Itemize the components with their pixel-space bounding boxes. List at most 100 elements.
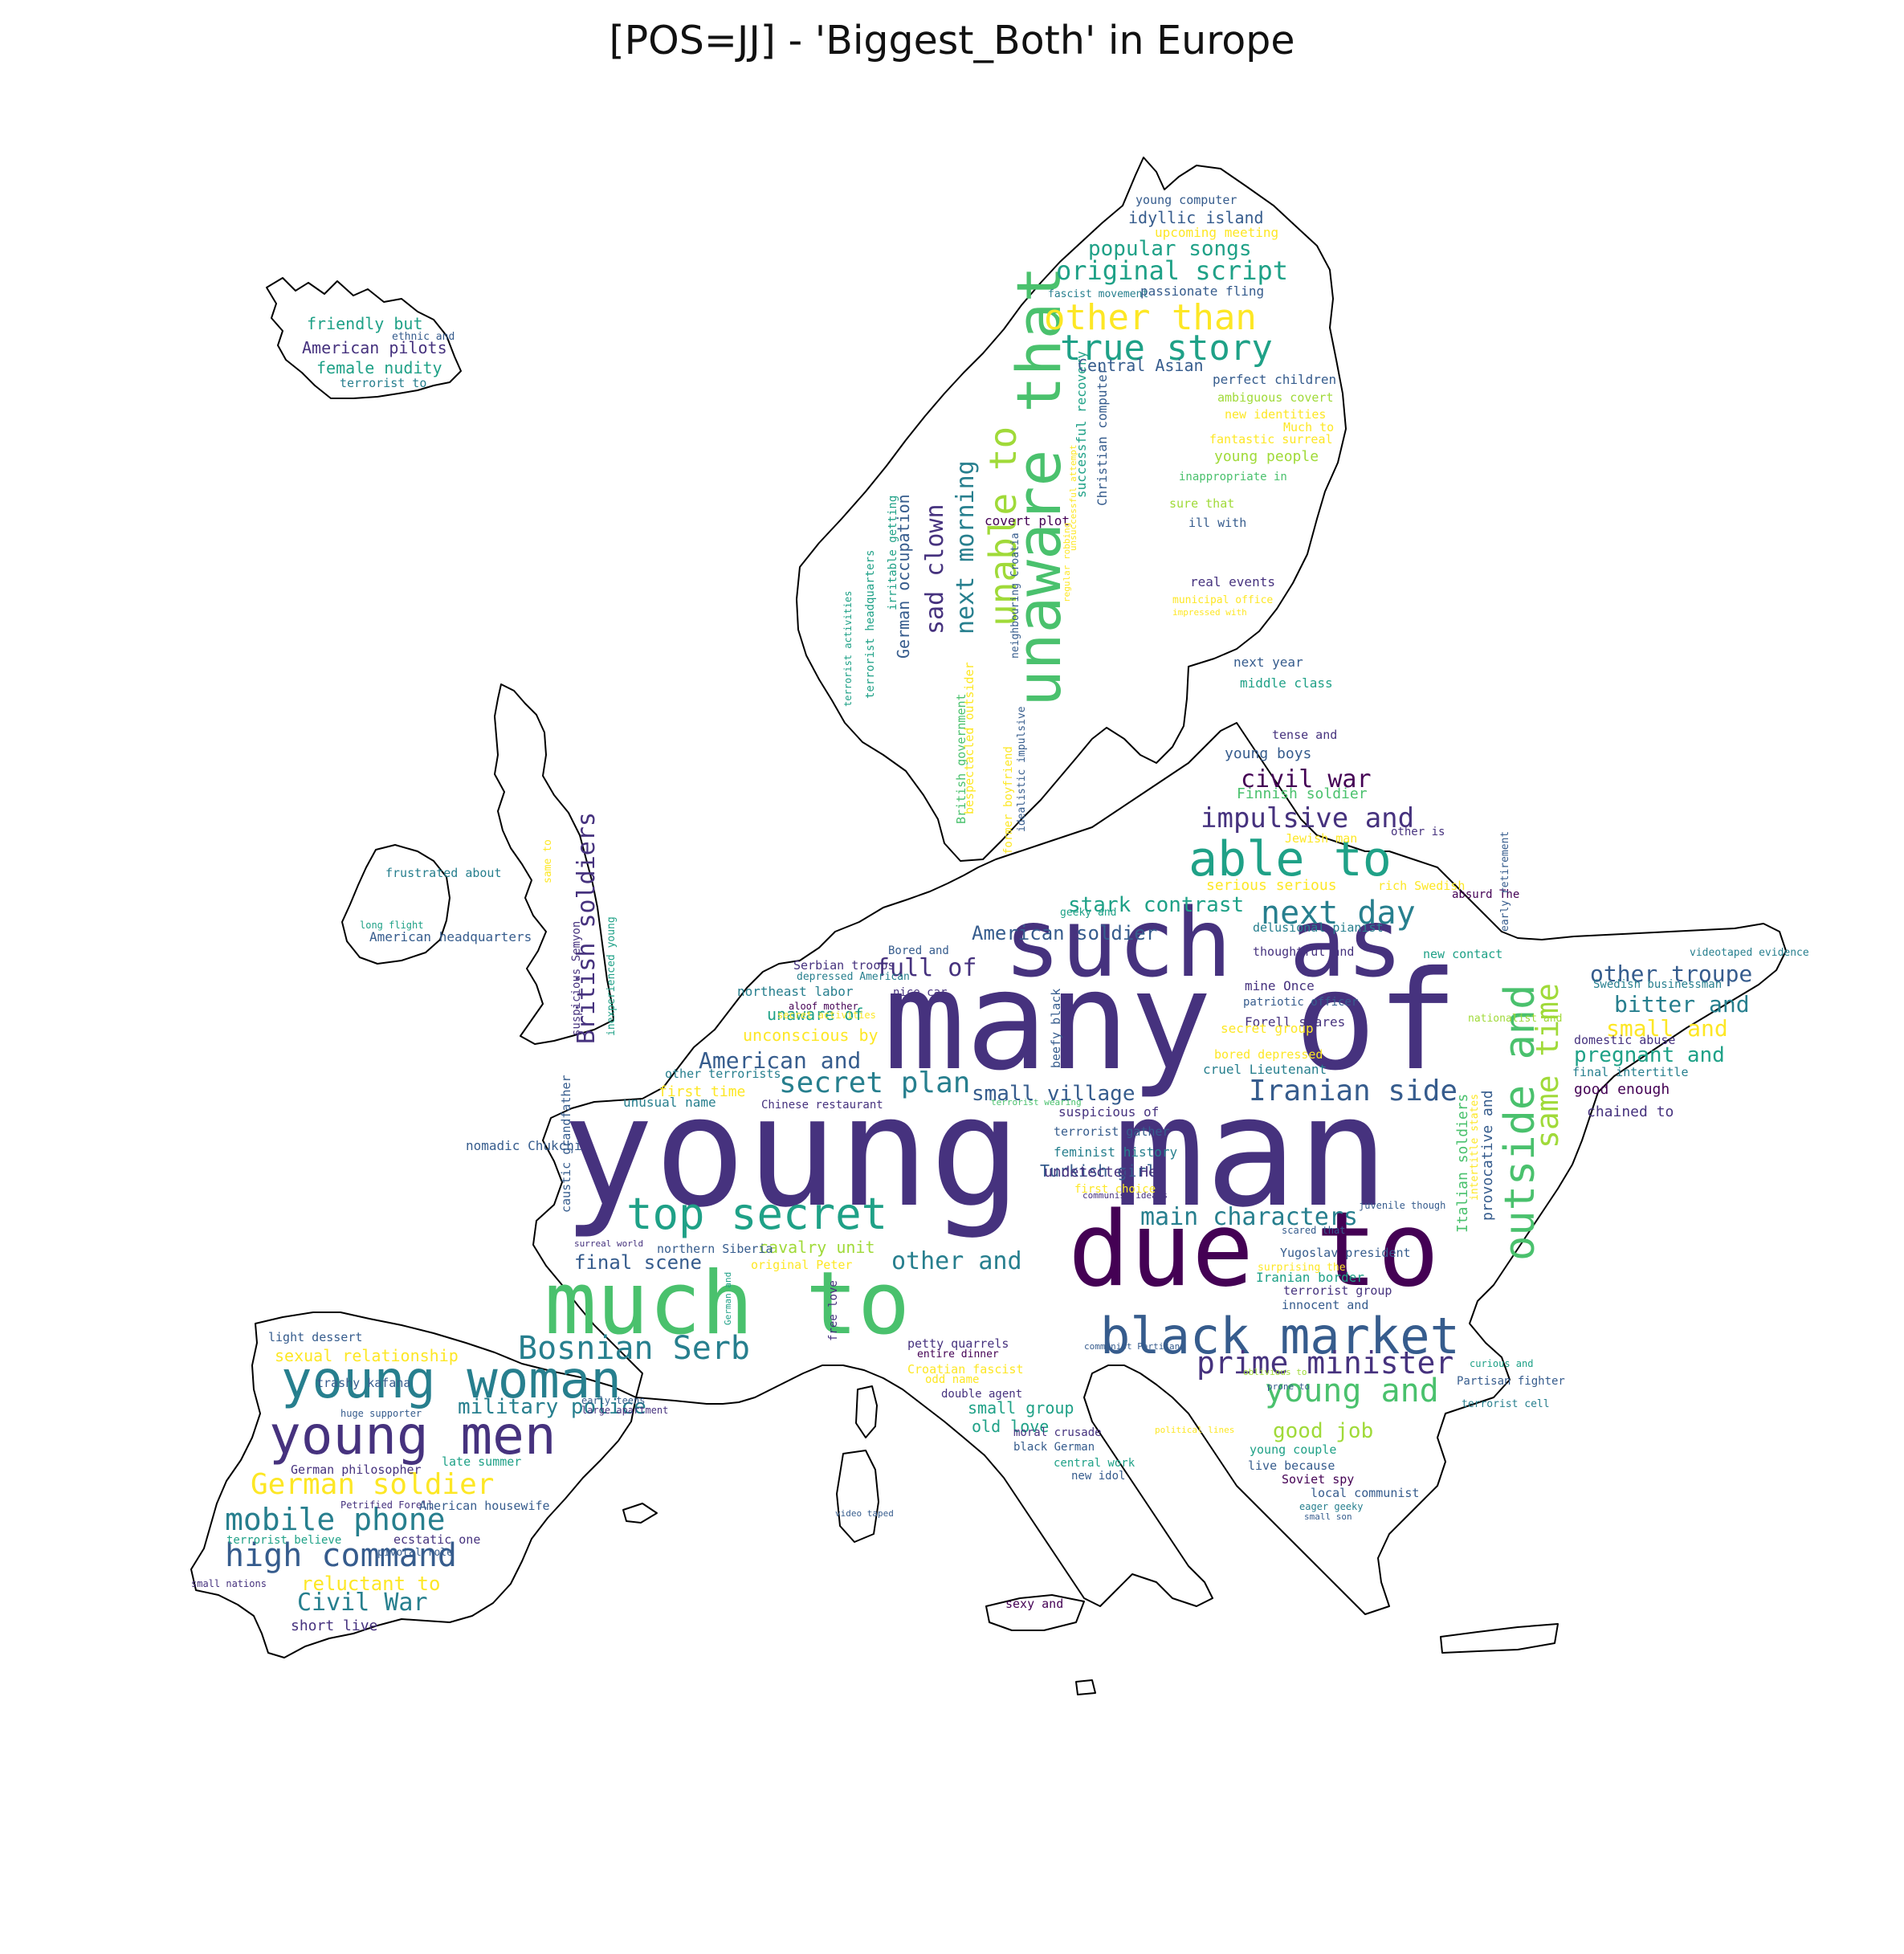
word-odd-name: odd name (925, 1373, 979, 1386)
word-small-group: small group (968, 1398, 1074, 1418)
word-much-to: Much to (1283, 420, 1334, 434)
word-finnish-soldier: Finnish soldier (1237, 785, 1368, 802)
word-cavalry-unit: cavalry unit (759, 1238, 875, 1257)
word-idealistic-impulsive: idealistic impulsive (1016, 706, 1028, 832)
word-american-and: American and (699, 1047, 861, 1074)
word-young-man: young man (562, 1063, 1389, 1241)
word-bored-and: Bored and (888, 944, 949, 957)
word-popular-songs: popular songs (1088, 237, 1252, 261)
word-terrorist-cell: terrorist cell (1462, 1398, 1550, 1410)
sicily-outline (985, 1594, 1085, 1631)
word-oblivious-to: oblivious to (1243, 1367, 1307, 1377)
word-suspicious-semyon: suspicious Semyon (570, 921, 583, 1036)
word-terrorist-activities: terrorist activities (842, 591, 854, 708)
word-terrorist-group: terrorist group (1283, 1283, 1392, 1298)
word-german-soldier: German soldier (251, 1468, 494, 1501)
word-black-market: black market (1100, 1307, 1460, 1365)
word-provocative-and: provocative and (1479, 1090, 1496, 1221)
word-small-village: small village (972, 1082, 1135, 1106)
word-main-characters: main characters (1140, 1203, 1358, 1231)
word-due-to: due to (1068, 1190, 1439, 1310)
word-unconscious-by: unconscious by (743, 1026, 879, 1045)
word-bosnian-serb: Bosnian Serb (518, 1330, 750, 1367)
word-british-soldiers: British soldiers (573, 812, 601, 1044)
word-caustic-grandfather: caustic grandfather (559, 1075, 573, 1213)
word-unaware-that: unaware that (1003, 266, 1074, 707)
word-cruel-lieutenant: cruel Lieutenant (1203, 1062, 1327, 1077)
sardinia-outline (836, 1450, 879, 1543)
balearic-outline (622, 1503, 658, 1524)
word-ill-with: ill with (1188, 516, 1246, 530)
word-same-to: same to (542, 839, 554, 883)
scandinavia-outline (796, 157, 1347, 862)
word-female-nudity: female nudity (316, 358, 442, 377)
word-new-idol: new idol (1071, 1470, 1125, 1483)
word-other-terrorists: other terrorists (665, 1067, 781, 1081)
word-patriotic-officer: patriotic officer (1243, 996, 1358, 1009)
word-christian-computer: Christian computer (1095, 366, 1110, 506)
word-terrorist-headquarters: terrorist headquarters (864, 550, 877, 699)
word-german-and: German and (723, 1272, 733, 1325)
word-civil-war: Civil War (297, 1589, 428, 1617)
word-passionate-fling: passionate fling (1140, 284, 1264, 299)
word-black-german: black German (1013, 1441, 1095, 1454)
word-trashy-kafana: trashy kafana (316, 1376, 410, 1390)
word-american-housewife: American housewife (419, 1499, 550, 1513)
word-terrorist-wearing: terrorist wearing (991, 1097, 1082, 1108)
great-britain-outline (494, 683, 614, 1045)
word-high-command: high command (225, 1537, 457, 1574)
word-successful-recovery: successful recovery (1074, 351, 1089, 498)
word-young-woman: young woman (281, 1351, 622, 1410)
word-upcoming-meeting: upcoming meeting (1155, 225, 1278, 240)
word-short-live: short live (291, 1617, 377, 1634)
chart-title: [POS=JJ] - 'Biggest_Both' in Europe (609, 18, 1295, 63)
word-central-work: central work (1054, 1457, 1135, 1470)
word-long-flight: long flight (360, 920, 423, 931)
word-italian-soldiers: Italian soldiers (1454, 1094, 1471, 1233)
word-military-police: military police (458, 1395, 646, 1419)
word-unaware-of: unaware of (767, 1005, 863, 1024)
word-first-time: first time (658, 1083, 745, 1100)
word-bitter-and: bitter and (1614, 991, 1750, 1018)
word-huge-supporter: huge supporter (340, 1408, 422, 1419)
word-aloof-mother: aloof mother (789, 1001, 858, 1012)
word-municipal-office: municipal office (1172, 594, 1273, 606)
word-american-pilots: American pilots (302, 338, 447, 357)
ireland-outline (341, 844, 451, 965)
word-same-time: same time (1530, 983, 1565, 1148)
word-rich-swedish: rich Swedish (1378, 879, 1465, 893)
word-sexual-relationship: sexual relationship (275, 1346, 459, 1365)
word-yugoslav-president: Yugoslav president (1280, 1246, 1411, 1260)
word-undetected-he: undetected He (1044, 1164, 1157, 1181)
word-pivotal-role: pivotal role (377, 1547, 453, 1559)
word-american-headquarters: American headquarters (369, 929, 532, 944)
word-next-morning: next morning (952, 460, 980, 634)
word-mine-once: mine Once (1245, 978, 1315, 993)
word-small-and: small and (1606, 1015, 1728, 1042)
word-civil-war: civil war (1241, 765, 1372, 793)
word-much-to: much to (544, 1254, 910, 1354)
iceland-outline (266, 277, 462, 399)
word-swedish-businessman: Swedish businessman (1593, 978, 1722, 991)
word-nice-car: nice car (893, 986, 947, 999)
word-partisan-fighter: Partisan fighter (1457, 1375, 1565, 1388)
word-young-people: young people (1214, 448, 1319, 465)
word-ethnic-and: ethnic and (392, 331, 455, 343)
word-domestic-abuse: domestic abuse (1574, 1033, 1675, 1047)
word-beefy-black: beefy black (1049, 989, 1063, 1068)
word-fantastic-surreal: fantastic surreal (1209, 432, 1333, 447)
word-feminist-history: feminist history (1054, 1144, 1177, 1160)
word-absurd-the: absurd The (1452, 888, 1519, 901)
word-top-secret: top secret (626, 1189, 887, 1239)
word-ecstatic-one: ecstatic one (393, 1532, 480, 1547)
word-depressed-american: depressed American (797, 971, 910, 983)
word-iranian-side: Iranian side (1249, 1075, 1458, 1108)
word-free-love: free love (827, 1280, 840, 1341)
word-young-men: young men (269, 1405, 557, 1467)
word-german-philosopher: German philosopher (291, 1462, 422, 1477)
word-northeast-labor: northeast labor (737, 984, 854, 999)
word-next-day: next day (1261, 895, 1416, 932)
word-secret-group: secret group (1221, 1021, 1314, 1036)
crete-outline (1440, 1623, 1559, 1654)
